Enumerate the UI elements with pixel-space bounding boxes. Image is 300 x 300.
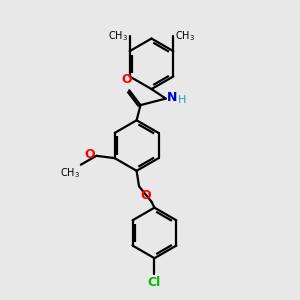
Text: Cl: Cl (148, 276, 161, 289)
Text: CH$_3$: CH$_3$ (175, 29, 195, 43)
Text: CH$_3$: CH$_3$ (60, 166, 80, 180)
Text: O: O (84, 148, 94, 161)
Text: CH$_3$: CH$_3$ (108, 29, 128, 43)
Text: H: H (178, 95, 187, 105)
Text: N: N (167, 91, 178, 103)
Text: O: O (140, 189, 151, 202)
Text: O: O (121, 74, 131, 86)
